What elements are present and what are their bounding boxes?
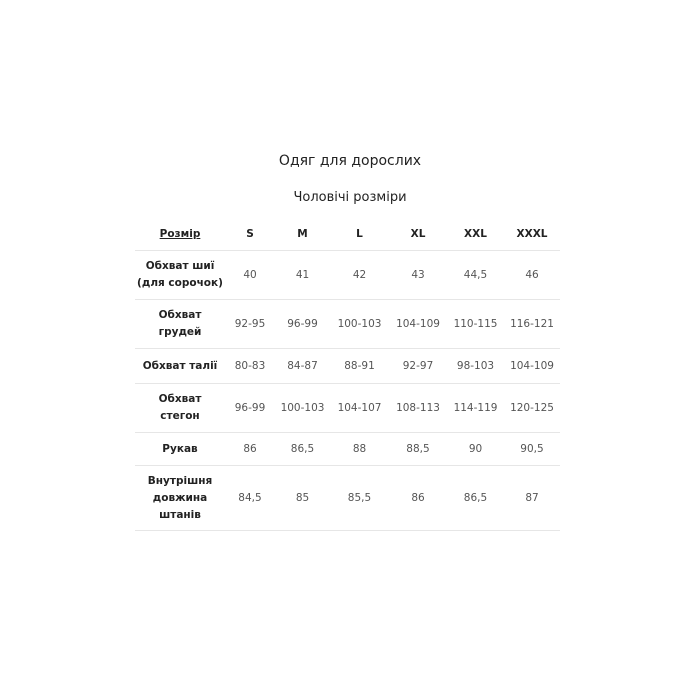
row-label-line: штанів [159,508,201,521]
table-row: Обхват шиї (для сорочок) 40 41 42 43 44,5 46 [135,251,560,300]
row-label: Обхват шиї (для сорочок) [135,251,225,300]
row-label-line: Обхват талії [142,359,218,372]
cell-value: 96-99 [287,317,318,330]
cell-value: 46 [525,268,539,281]
cell-value: 92-97 [402,359,434,372]
row-label-line: Обхват шиї [145,260,215,272]
row-label-line: Внутрішня [147,474,213,487]
table-row: Рукав 86 86,5 88 88,5 90 90,5 [135,433,560,466]
cell-value: 120-125 [510,401,554,414]
row-label: Обхват стегон [135,384,225,433]
cell-value: 100-103 [280,401,325,414]
cell-value: 90,5 [520,442,544,455]
cell-value: 88,5 [406,442,430,455]
cell-value: 92-95 [234,317,266,330]
cell-value: 85,5 [347,491,372,504]
size-header: XL [410,227,426,240]
cell-value: 104-107 [337,401,382,414]
page-title: Одяг для дорослих [278,153,422,169]
cell-value: 86 [243,442,257,455]
cell-value: 90 [468,442,483,455]
cell-value: 116-121 [510,317,554,330]
cell-value: 43 [411,268,425,281]
size-table: Розмір S M L XL XXL XXXL Обхват шиї (для сороч… [135,218,560,531]
cell-value: 96-99 [234,401,266,414]
row-label: Внутрішня довжина штанів [135,466,225,531]
size-header: XXXL [516,227,548,240]
cell-value: 86 [411,491,425,504]
cell-value: 104-109 [396,317,440,330]
row-label-line: грудей [158,326,202,338]
row-label-line: (для сорочок) [137,277,223,289]
cell-value: 84-87 [287,359,318,372]
row-label: Обхват талії [135,349,225,384]
table-row: Внутрішня довжина штанів 84,5 85 85,5 86 86,5 87 [135,466,560,531]
cell-value: 44,5 [463,268,488,281]
cell-value: 42 [352,268,367,281]
table-row: Обхват стегон 96-99 100-103 104-107 108-113 11… [135,384,560,433]
row-label: Рукав [135,433,225,466]
cell-value: 100-103 [337,317,382,330]
cell-value: 88-91 [344,359,375,372]
table-row: Обхват талії 80-83 84-87 88-91 92-97 98-103 10… [135,349,560,384]
cell-value: 86,5 [463,491,488,504]
row-label-line: довжина [152,491,208,504]
cell-value: 108-113 [396,401,440,414]
row-label-line: Обхват [158,393,202,405]
row-label-line: стегон [160,410,200,422]
cell-value: 110-115 [453,317,498,330]
size-header: L [356,227,363,240]
size-header: M [297,227,308,240]
row-label-line: Обхват [158,309,202,321]
section-subtitle: Чоловічі розміри [293,190,407,205]
cell-value: 80-83 [234,359,266,372]
cell-value: 88 [352,442,367,455]
cell-value: 41 [295,268,310,281]
table-row: Обхват грудей 92-95 96-99 100-103 104-109 110-… [135,300,560,349]
row-label: Обхват грудей [135,300,225,349]
cell-value: 85 [295,491,310,504]
cell-value: 40 [243,268,257,281]
size-header: S [246,227,254,240]
row-label-line: Рукав [162,442,198,455]
size-header-label: Розмір [159,227,201,240]
cell-value: 114-119 [453,401,498,414]
cell-value: 98-103 [456,359,495,372]
size-header: XXL [464,227,487,240]
cell-value: 84,5 [238,491,262,504]
cell-value: 104-109 [510,359,554,372]
header-row: Розмір S M L XL XXL XXXL [135,218,560,251]
cell-value: 86,5 [290,442,315,455]
cell-value: 87 [525,491,539,504]
